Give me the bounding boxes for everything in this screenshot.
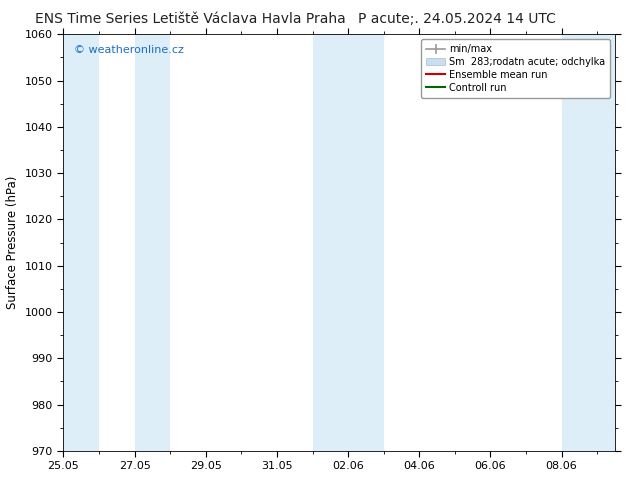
Text: ENS Time Series Letiště Václava Havla Praha: ENS Time Series Letiště Václava Havla Pr…: [35, 12, 346, 26]
Bar: [63, 34, 99, 451]
Bar: [562, 34, 615, 451]
Bar: [313, 34, 348, 451]
Legend: min/max, Sm  283;rodatn acute; odchylka, Ensemble mean run, Controll run: min/max, Sm 283;rodatn acute; odchylka, …: [421, 39, 610, 98]
Text: © weatheronline.cz: © weatheronline.cz: [74, 45, 184, 55]
Y-axis label: Surface Pressure (hPa): Surface Pressure (hPa): [6, 176, 19, 309]
Text: P acute;. 24.05.2024 14 UTC: P acute;. 24.05.2024 14 UTC: [358, 12, 555, 26]
Bar: [348, 34, 384, 451]
Bar: [134, 34, 170, 451]
